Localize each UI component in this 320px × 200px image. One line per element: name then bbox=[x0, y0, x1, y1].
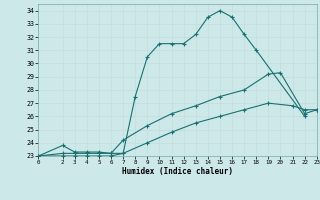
X-axis label: Humidex (Indice chaleur): Humidex (Indice chaleur) bbox=[122, 167, 233, 176]
